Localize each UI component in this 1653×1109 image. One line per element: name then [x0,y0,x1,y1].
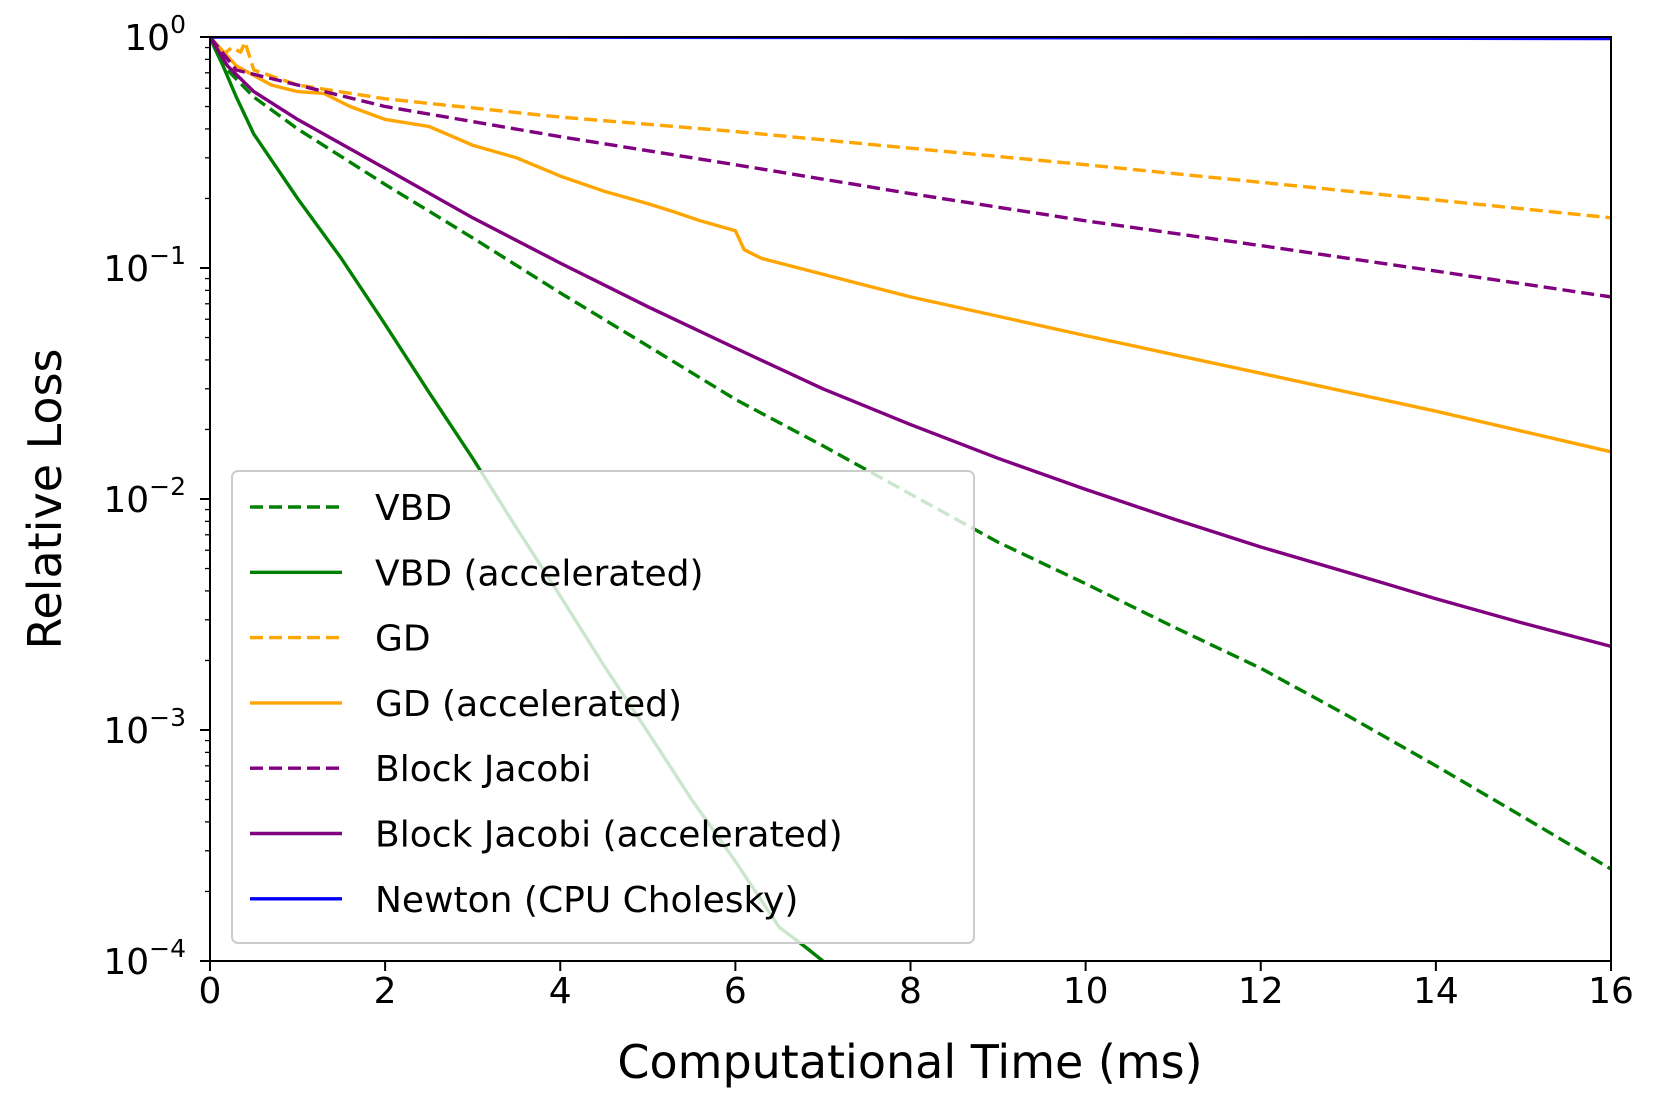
x-tick-label: 12 [1238,971,1284,1012]
x-tick-label: 10 [1063,971,1109,1012]
series-line-block-jacobi [210,37,1611,299]
series-line-vbd [210,37,1611,871]
x-tick-label: 16 [1588,971,1634,1012]
legend-label-gd-accelerated: GD (accelerated) [375,684,682,725]
series-line-gd [210,37,1611,220]
x-tick-label: 6 [724,971,747,1012]
y-tick-label: 10−3 [103,703,186,752]
y-axis-label: Relative Loss [18,348,72,649]
legend: VBD VBD (accelerated) GD GD (accelerated) Bl… [231,470,975,944]
x-tick-label: 2 [374,971,397,1012]
x-tick-label: 4 [549,971,572,1012]
series-line-gd-accelerated [210,37,1611,454]
y-axis: 100 10−1 10−2 10−3 10−4 [103,10,210,983]
legend-label-block-jacobi: Block Jacobi [375,749,591,790]
legend-label-vbd-accelerated: VBD (accelerated) [375,553,704,594]
series-line-block-jacobi-accelerated [210,37,1611,649]
legend-box [231,470,975,944]
legend-label-block-jacobi-accelerated: Block Jacobi (accelerated) [375,815,843,856]
y-tick-label: 100 [124,10,186,59]
legend-label-vbd: VBD [375,488,452,529]
y-tick-label: 10−1 [103,241,186,290]
x-tick-label: 8 [899,971,922,1012]
y-tick-label: 10−4 [103,934,186,983]
x-axis-label: Computational Time (ms) [617,1035,1202,1089]
x-tick-label: 0 [199,971,222,1012]
x-axis: 0 2 4 6 8 10 12 14 16 [199,961,1634,1012]
y-tick-label: 10−2 [103,472,186,521]
x-tick-label: 14 [1413,971,1459,1012]
legend-label-gd: GD [375,619,431,660]
legend-label-newton-cpu-cholesky: Newton (CPU Cholesky) [375,880,798,921]
